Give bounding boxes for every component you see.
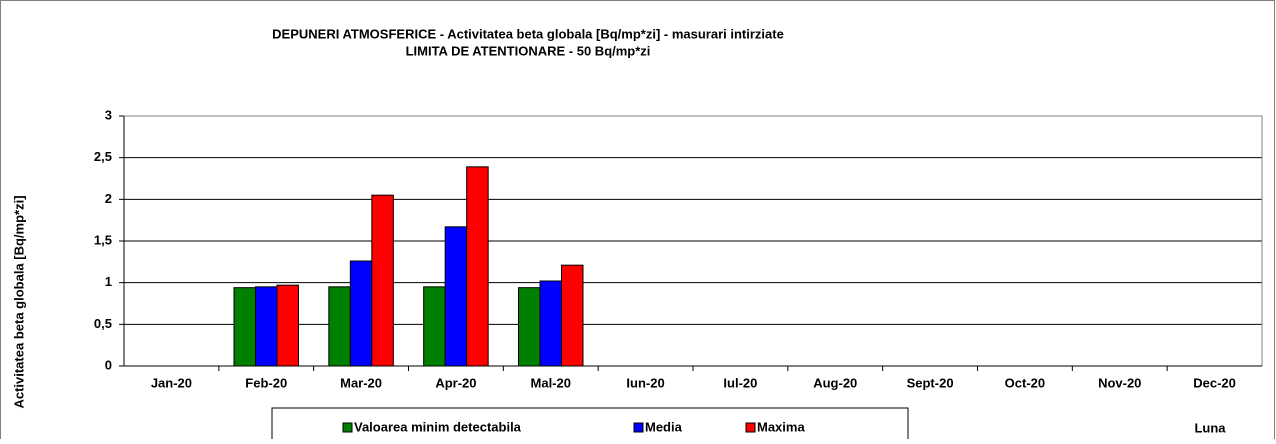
y-tick-label: 0,5 [94, 316, 112, 331]
x-tick-label: Mar-20 [340, 375, 382, 390]
x-tick-label: Oct-20 [1005, 375, 1045, 390]
bar [561, 264, 584, 367]
legend-label: Media [645, 419, 683, 434]
x-tick-label: Dec-20 [1193, 375, 1236, 390]
x-tick-label: Jan-20 [151, 375, 192, 390]
legend-swatch [745, 422, 756, 433]
bar [255, 286, 278, 367]
y-tick-label: 0 [105, 357, 112, 372]
y-tick-label: 3 [105, 107, 112, 122]
legend-label: Valoarea minim detectabila [354, 419, 522, 434]
bar [349, 260, 373, 367]
chart-title: DEPUNERI ATMOSFERICE - Activitatea beta … [272, 26, 784, 41]
x-tick-label: Aug-20 [813, 375, 857, 390]
x-axis-label: Luna [1194, 420, 1226, 435]
y-axis-label: Activitatea beta globala [Bq/mp*zi] [11, 195, 26, 408]
bar [328, 286, 351, 367]
y-tick-label: 2,5 [94, 149, 112, 164]
bar [518, 287, 541, 367]
bar [233, 287, 256, 367]
bar [539, 280, 562, 367]
x-tick-label: Iun-20 [626, 375, 664, 390]
x-tick-label: Feb-20 [245, 375, 287, 390]
bar [466, 166, 489, 367]
legend-swatch [342, 422, 353, 433]
y-tick-label: 2 [105, 191, 112, 206]
bar [423, 286, 446, 367]
bar [371, 194, 394, 367]
x-tick-label: Nov-20 [1098, 375, 1141, 390]
x-tick-label: Mal-20 [531, 375, 571, 390]
x-tick-label: Iul-20 [723, 375, 757, 390]
y-tick-label: 1,5 [94, 232, 112, 247]
x-tick-label: Sept-20 [907, 375, 954, 390]
bar [276, 284, 299, 367]
legend-swatch [633, 422, 644, 433]
legend-label: Maxima [757, 419, 805, 434]
legend-box [271, 407, 909, 444]
chart-subtitle: LIMITA DE ATENTIONARE - 50 Bq/mp*zi [406, 43, 651, 58]
x-tick-label: Apr-20 [435, 375, 476, 390]
bar [444, 226, 468, 367]
y-tick-label: 1 [105, 274, 112, 289]
